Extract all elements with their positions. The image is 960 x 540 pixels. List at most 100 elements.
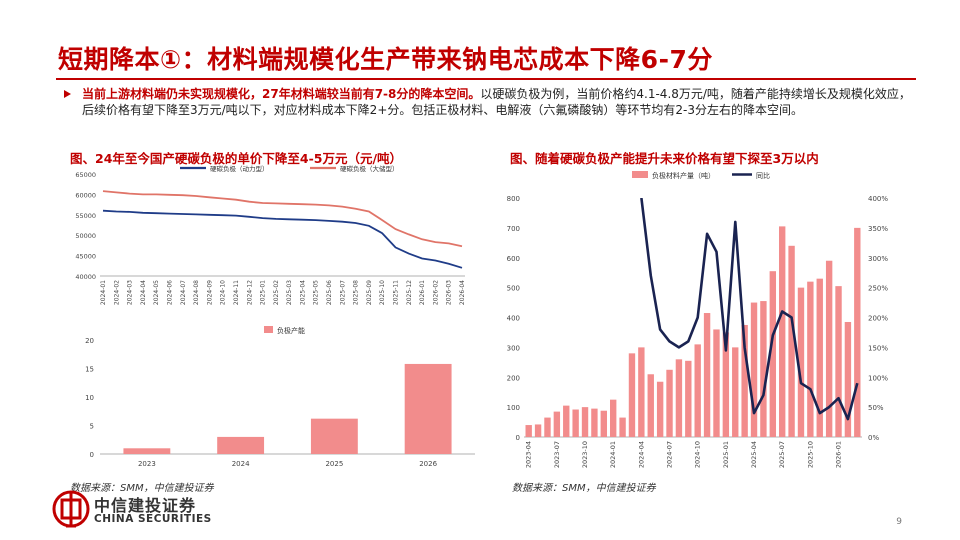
bar xyxy=(628,353,636,437)
bar xyxy=(779,226,786,437)
y-tick-label: 0 xyxy=(516,434,520,442)
bar xyxy=(610,399,617,437)
x-tick-label: 2024-09 xyxy=(206,280,213,305)
x-tick-label: 2025-10 xyxy=(806,441,814,468)
x-tick-label: 2025-12 xyxy=(406,280,413,305)
bar xyxy=(591,408,598,437)
x-tick-label: 2025-01 xyxy=(722,441,730,468)
chart1-title: 图、24年至今国产硬碳负极的单价下降至4-5万元（元/吨） xyxy=(70,151,403,166)
bar xyxy=(732,347,739,437)
bar xyxy=(835,286,842,437)
bar xyxy=(788,245,795,437)
source-right: 数据来源：SMM，中信建投证券 xyxy=(512,483,656,494)
bar xyxy=(404,363,452,454)
bar xyxy=(544,417,551,437)
bar xyxy=(694,344,701,437)
y-tick-label: 100 xyxy=(507,404,520,412)
y-tick-label: 40000 xyxy=(75,273,96,281)
y-tick-label: 50000 xyxy=(75,232,96,240)
x-tick-label: 2023-10 xyxy=(581,441,589,468)
bar xyxy=(563,405,570,437)
bullet-text: 当前上游材料端仍未实现规模化，27年材料端较当前有7-8分的降本空间。以硬碳负极… xyxy=(64,86,914,118)
bar xyxy=(685,360,692,437)
x-tick-label: 2024-01 xyxy=(100,280,107,305)
x-tick-label: 2024-05 xyxy=(153,280,160,305)
bar xyxy=(807,281,814,437)
x-tick-label: 2024-07 xyxy=(180,280,187,305)
bar xyxy=(572,409,579,437)
series-line-1 xyxy=(102,209,463,269)
source-left: 数据来源：SMM，中信建投证券 xyxy=(70,483,214,494)
logo-english: CHINA SECURITIES xyxy=(94,513,212,525)
y-tick-label: 700 xyxy=(507,225,520,233)
x-tick-label: 2025-09 xyxy=(366,280,373,305)
legend-swatch xyxy=(264,326,273,333)
y2-tick-label: 0% xyxy=(868,434,879,442)
bar xyxy=(760,301,767,437)
x-tick-label: 2026-04 xyxy=(459,280,466,305)
y-tick-label: 0 xyxy=(90,451,94,459)
x-tick-label: 2024-10 xyxy=(694,441,702,468)
capacity-bar-chart: 负极产能 0 5 10 15 20 2023 2024 2025 2026 xyxy=(85,326,475,468)
bullet-triangle-icon xyxy=(64,90,71,98)
bar xyxy=(854,227,861,437)
x-tick-label: 2024-10 xyxy=(220,280,227,305)
x-tick-label: 2026-01 xyxy=(835,441,843,468)
x-tick-label: 2024-03 xyxy=(127,280,134,305)
x-tick-label: 2024 xyxy=(232,460,250,468)
x-tick-label: 2025-08 xyxy=(353,280,360,305)
y-tick-label: 15 xyxy=(85,366,94,374)
y-tick-label: 800 xyxy=(507,195,520,203)
y-tick-label: 65000 xyxy=(75,171,96,179)
y2-tick-label: 400% xyxy=(868,195,888,203)
x-tick-label: 2024-07 xyxy=(666,441,674,468)
y-tick-label: 45000 xyxy=(75,253,96,261)
legend-label: 负极产能 xyxy=(277,326,305,335)
y2-tick-label: 300% xyxy=(868,255,888,263)
y-tick-label: 10 xyxy=(85,394,94,402)
y-tick-label: 5 xyxy=(90,423,94,431)
x-tick-label: 2026-02 xyxy=(432,280,439,305)
bar xyxy=(310,418,358,454)
x-tick-label: 2024-11 xyxy=(233,280,240,305)
y-tick-label: 55000 xyxy=(75,212,96,220)
x-tick-label: 2024-02 xyxy=(113,280,120,305)
x-tick-label: 2025-03 xyxy=(286,280,293,305)
x-tick-label: 2025-02 xyxy=(273,280,280,305)
x-tick-label: 2026-03 xyxy=(446,280,453,305)
x-tick-label: 2025-10 xyxy=(379,280,386,305)
legend-swatch xyxy=(632,171,648,178)
bar xyxy=(647,374,654,437)
y-tick-label: 20 xyxy=(85,337,94,345)
x-tick-label: 2023-04 xyxy=(525,441,533,468)
bar xyxy=(703,313,711,437)
y2-tick-label: 250% xyxy=(868,285,888,293)
x-tick-label: 2024-08 xyxy=(193,280,200,305)
x-tick-label: 2023-07 xyxy=(553,441,561,468)
bar xyxy=(525,425,532,437)
bar xyxy=(722,332,730,437)
y2-tick-label: 200% xyxy=(868,315,888,323)
bar xyxy=(750,302,758,437)
bar xyxy=(217,436,265,454)
bar xyxy=(619,417,626,437)
bar xyxy=(600,410,607,437)
x-tick-label: 2024-01 xyxy=(609,441,617,468)
x-tick-label: 2025-07 xyxy=(778,441,786,468)
bar xyxy=(741,324,748,437)
bar xyxy=(816,278,823,437)
legend-label: 同比 xyxy=(756,171,770,180)
bullet-highlight: 当前上游材料端仍未实现规模化，27年材料端较当前有7-8分的降本空间。 xyxy=(82,87,481,101)
bar xyxy=(638,347,645,437)
y2-tick-label: 150% xyxy=(868,344,888,352)
bar xyxy=(581,407,589,437)
x-tick-label: 2025-04 xyxy=(750,441,758,468)
x-tick-label: 2026 xyxy=(419,460,437,468)
company-logo: 中信建投证券 CHINA SECURITIES xyxy=(52,490,222,530)
bar xyxy=(534,424,542,437)
bar xyxy=(844,321,852,437)
x-tick-label: 2024-04 xyxy=(140,280,147,305)
x-tick-label: 2024-06 xyxy=(166,280,173,305)
x-tick-label: 2024-12 xyxy=(246,280,253,305)
x-tick-label: 2025 xyxy=(325,460,343,468)
